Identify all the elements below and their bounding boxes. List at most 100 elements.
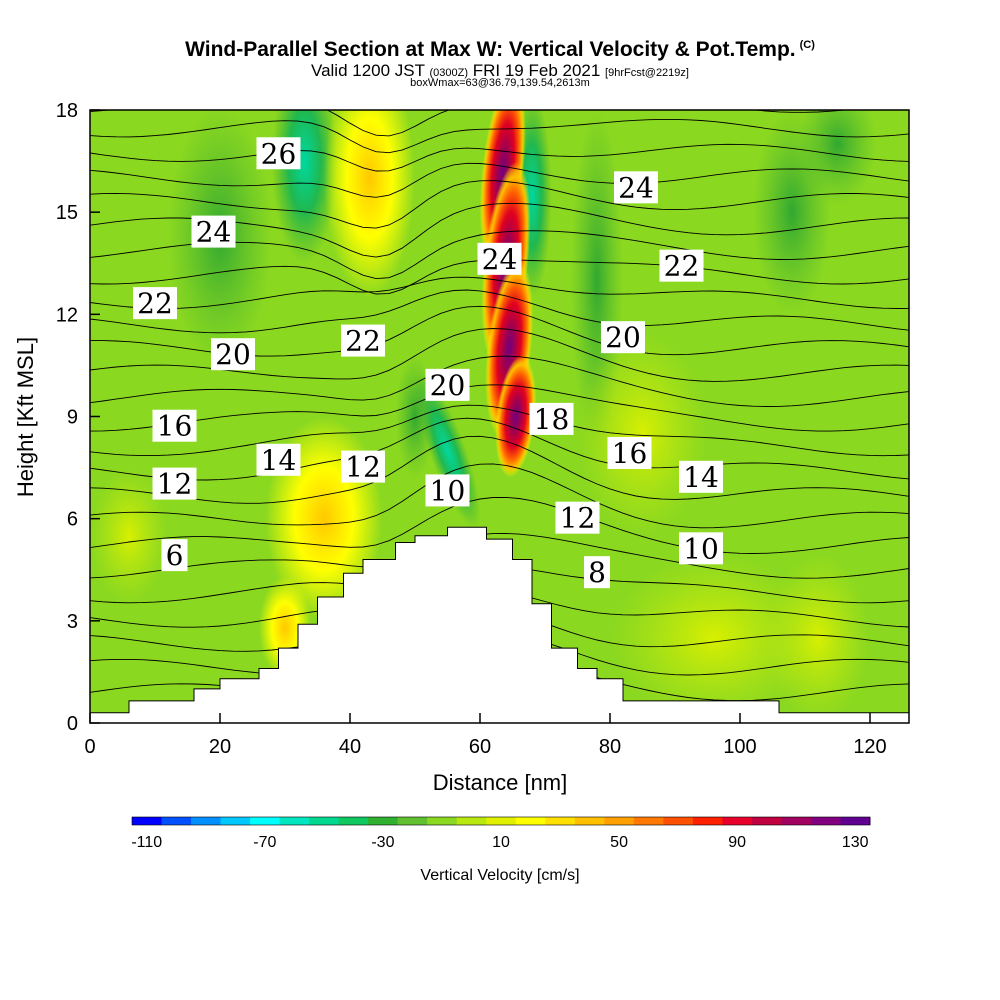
contour-label-box	[607, 436, 652, 469]
contour-label: 6	[166, 539, 184, 572]
colorbar-tick-label: 10	[492, 834, 510, 851]
colorbar-frame	[131, 816, 871, 826]
contour-label-box	[152, 467, 197, 500]
colorbar-swatch	[338, 817, 369, 825]
contour-label-box	[341, 450, 385, 483]
colorbar-swatch	[456, 817, 487, 825]
isentrope-line	[90, 180, 909, 229]
contour-label: 24	[618, 171, 654, 204]
contour-label: 16	[157, 410, 193, 443]
colorbar-swatch	[250, 817, 281, 825]
colorbar-swatch	[309, 817, 340, 825]
contour-label-box	[679, 460, 723, 493]
contour-label-box	[211, 338, 255, 371]
colorbar-title: Vertical Velocity [cm/s]	[420, 867, 579, 884]
isentrope-line	[90, 435, 909, 504]
velocity-region	[610, 552, 818, 723]
isentrope-line	[90, 118, 909, 154]
colorbar-tick-label: 90	[728, 834, 746, 851]
contour-label: 22	[345, 325, 381, 358]
contour-label: 18	[534, 403, 570, 436]
velocity-region	[766, 552, 870, 723]
contour-label: 14	[683, 461, 719, 494]
isentrope-line	[90, 162, 909, 198]
contour-label: 8	[588, 556, 606, 589]
valid-utc: (0300Z)	[429, 67, 468, 79]
terrain-profile	[89, 526, 910, 724]
x-tick-label: 60	[469, 736, 491, 758]
colorbar-tick-label: -30	[371, 834, 394, 851]
y-tick-label: 3	[67, 611, 78, 633]
colorbar-swatch	[279, 817, 310, 825]
colorbar-swatch	[604, 817, 635, 825]
contour-label-box	[614, 171, 658, 204]
colorbar-swatch	[722, 817, 753, 825]
isentrope-line	[90, 404, 909, 457]
x-axis-title: Distance [nm]	[433, 770, 568, 795]
contour-label-box	[191, 215, 236, 248]
colorbar-swatch	[397, 817, 428, 825]
contour-label-box	[679, 532, 723, 565]
contour-label: 22	[137, 287, 173, 320]
colorbar-swatch	[161, 817, 192, 825]
y-tick-label: 15	[56, 202, 78, 224]
x-tick-label: 100	[723, 736, 756, 758]
isentrope-line	[90, 417, 909, 481]
contour-label: 24	[196, 216, 232, 249]
colorbar-swatch	[781, 817, 812, 825]
velocity-region	[798, 110, 877, 206]
velocity-region	[395, 355, 435, 478]
contour-label: 24	[482, 243, 518, 276]
y-tick-label: 9	[67, 407, 78, 429]
colorbar-tick-label: -70	[253, 834, 276, 851]
contour-label: 12	[560, 502, 596, 535]
contour-label: 20	[605, 321, 641, 354]
contour-label-box	[425, 474, 470, 507]
colorbar-swatch	[751, 817, 782, 825]
isentrope-line	[90, 110, 849, 137]
colorbar-swatch	[574, 817, 605, 825]
contour-label: 10	[683, 532, 719, 565]
colorbar-swatch	[840, 817, 871, 825]
velocity-region	[577, 331, 708, 536]
colorbar-swatch	[132, 817, 163, 825]
x-tick-label: 80	[599, 736, 621, 758]
colorbar-tick-label: -110	[131, 834, 162, 851]
isentrope-line	[90, 463, 909, 529]
velocity-region	[324, 110, 415, 298]
y-tick-label: 18	[56, 100, 78, 122]
contour-label: 12	[157, 468, 193, 501]
contour-label: 12	[345, 451, 381, 484]
isentrope-line	[90, 533, 909, 579]
velocity-region	[90, 467, 168, 604]
colorbar-swatch	[633, 817, 664, 825]
colorbar-swatch	[692, 817, 723, 825]
colorbar-swatch	[191, 817, 222, 825]
contour-label-box	[555, 501, 600, 534]
copyright-mark: (C)	[799, 39, 815, 51]
y-axis-title: Height [Kft MSL]	[13, 337, 38, 497]
colorbar-tick-label: 50	[610, 834, 628, 851]
contour-label-box	[256, 443, 301, 476]
x-tick-label: 120	[853, 736, 886, 758]
isentrope-line	[90, 289, 909, 334]
colorbar-swatch	[545, 817, 576, 825]
chart-title: Wind-Parallel Section at Max W: Vertical…	[0, 38, 1000, 62]
colorbar: -110 -70 -30 10 50 90 130	[131, 816, 871, 851]
isentrope-line	[90, 384, 909, 432]
contour-labels: 26 24 22 20 16 12 6 14 12 22 20 10 24 18 12 8 24 22 20 16 14…	[133, 137, 723, 589]
contour-label-box	[584, 556, 610, 589]
contour-label: 14	[261, 444, 297, 477]
contour-label: 10	[430, 474, 466, 507]
colorbar-swatch	[368, 817, 399, 825]
contour-label-box	[659, 249, 704, 282]
contour-label-box	[256, 137, 301, 170]
y-tick-label: 6	[67, 509, 78, 531]
valid-date: FRI 19 Feb 2021	[472, 61, 601, 80]
contour-label-box	[161, 539, 188, 572]
colorbar-tick-label: 130	[842, 834, 869, 851]
colorbar-swatch	[486, 817, 517, 825]
contour-label: 20	[215, 338, 251, 371]
contour-label-box	[425, 368, 470, 401]
